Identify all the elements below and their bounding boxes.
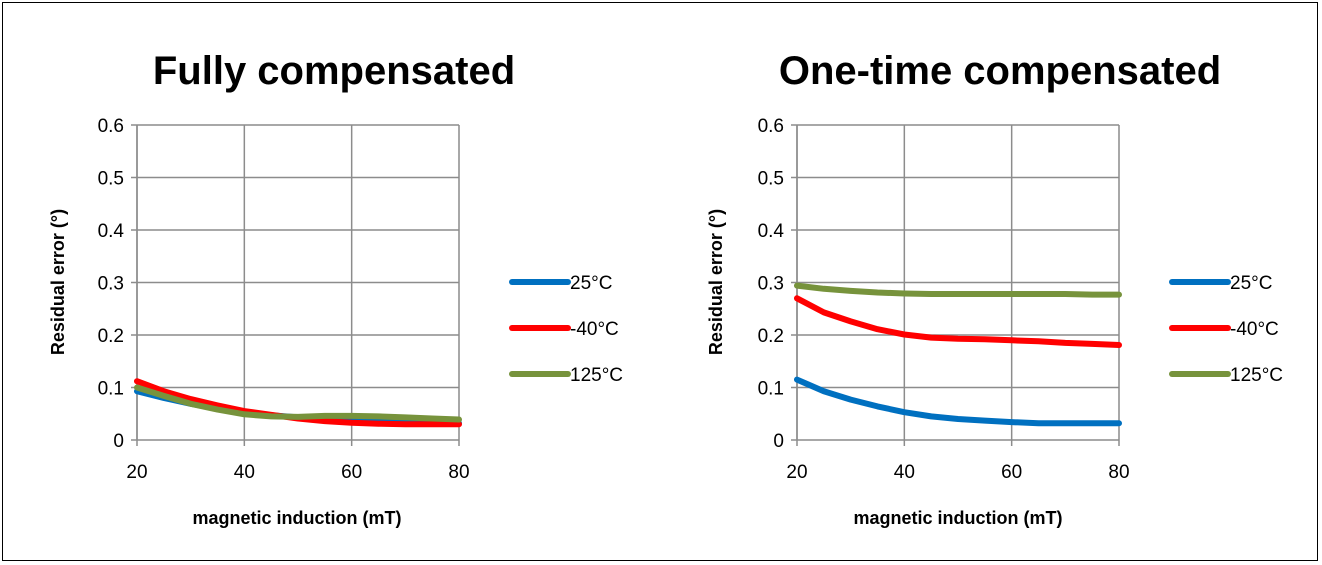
x-tick-label: 60 — [1001, 462, 1022, 483]
legend-label: 25°C — [570, 273, 612, 294]
chart-title: One-time compensated — [779, 49, 1221, 93]
series-line — [794, 376, 1122, 427]
series-line — [134, 384, 462, 423]
x-tick-label: 20 — [126, 462, 147, 483]
y-tick-label: 0.2 — [758, 326, 784, 347]
x-tick-label: 80 — [1108, 462, 1129, 483]
legend-label: -40°C — [1230, 319, 1279, 340]
chart-fully-compensated: Fully compensated magnetic induction (mT… — [48, 49, 623, 528]
y-tick-label: 0 — [113, 431, 124, 452]
legend-label: 25°C — [1230, 273, 1272, 294]
x-tick-label: 20 — [786, 462, 807, 483]
y-tick-label: 0.5 — [758, 169, 784, 190]
y-axis-label: Residual error (°) — [706, 209, 726, 355]
y-tick-label: 0.3 — [98, 274, 124, 295]
y-tick-label: 0 — [773, 431, 784, 452]
legend-label: 125°C — [1230, 365, 1283, 386]
series-line — [794, 282, 1122, 298]
legend: 25°C -40°C 125°C — [509, 273, 623, 386]
y-tick-label: 0.4 — [758, 221, 785, 242]
y-tick-label: 0.1 — [98, 379, 124, 400]
x-tick-label: 60 — [341, 462, 362, 483]
chart-one-time-compensated: One-time compensated magnetic induction … — [706, 49, 1283, 528]
y-tick-label: 0.6 — [98, 116, 124, 137]
series-line — [794, 295, 1122, 348]
y-tick-label: 0.1 — [758, 379, 784, 400]
plot-area: 0 0.1 0.2 0.3 0.4 0.5 0.6 20 40 60 80 — [758, 116, 1130, 483]
legend: 25°C -40°C 125°C — [1169, 273, 1283, 386]
x-axis-label: magnetic induction (mT) — [854, 508, 1063, 528]
y-tick-label: 0.3 — [758, 274, 784, 295]
y-tick-label: 0.2 — [98, 326, 124, 347]
x-axis-label: magnetic induction (mT) — [193, 508, 402, 528]
x-tick-label: 80 — [448, 462, 469, 483]
y-tick-label: 0.5 — [98, 169, 124, 190]
plot-area: 0 0.1 0.2 0.3 0.4 0.5 0.6 20 40 60 80 — [98, 116, 470, 483]
x-tick-label: 40 — [234, 462, 255, 483]
x-tick-label: 40 — [894, 462, 915, 483]
y-tick-label: 0.4 — [98, 221, 125, 242]
y-axis-label: Residual error (°) — [48, 209, 68, 355]
chart-title: Fully compensated — [153, 49, 515, 93]
legend-label: -40°C — [570, 319, 619, 340]
y-tick-label: 0.6 — [758, 116, 784, 137]
legend-label: 125°C — [570, 365, 623, 386]
